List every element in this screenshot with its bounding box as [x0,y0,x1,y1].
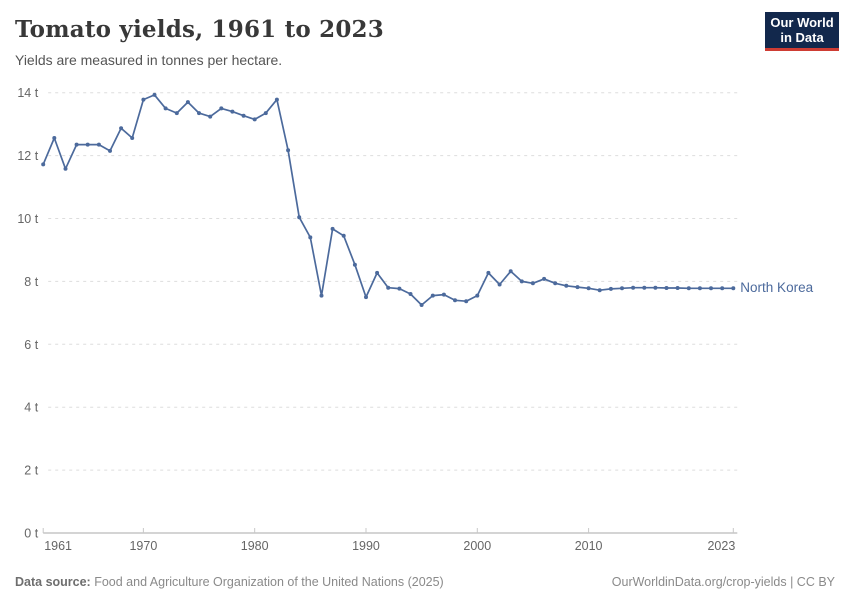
owid-logo-line1: Our World [770,15,834,30]
chart-title: Tomato yields, 1961 to 2023 [15,16,384,43]
data-point[interactable] [152,92,157,97]
y-axis-tick-label: 6 t [24,338,38,352]
data-source-text: Food and Agriculture Organization of the… [90,575,444,589]
data-point[interactable] [664,286,669,290]
data-point[interactable] [375,270,380,275]
data-point[interactable] [163,106,168,111]
data-point[interactable] [63,166,68,171]
data-point[interactable] [653,285,658,290]
data-point[interactable] [530,281,535,286]
y-axis-tick-label: 4 t [24,401,38,415]
data-point[interactable] [96,142,101,147]
data-point[interactable] [508,269,513,274]
data-point[interactable] [675,286,680,290]
data-source-note: Data source: Food and Agriculture Organi… [15,575,444,589]
x-axis-tick-label: 2000 [463,539,491,553]
x-axis-tick-label: 1980 [241,539,269,553]
data-point[interactable] [241,113,246,118]
x-axis-tick-label: 1990 [352,539,380,553]
data-point[interactable] [297,215,302,220]
data-point[interactable] [41,162,46,167]
data-point[interactable] [52,136,57,140]
license-note[interactable]: OurWorldinData.org/crop-yields | CC BY [611,575,835,589]
owid-logo-line2: in Data [780,30,824,45]
data-point[interactable] [497,282,502,287]
data-point[interactable] [308,235,313,240]
data-point[interactable] [341,233,346,238]
data-line[interactable] [42,94,735,306]
data-point[interactable] [185,100,190,105]
data-point[interactable] [620,286,624,291]
data-point[interactable] [174,111,179,116]
y-axis-tick-label: 2 t [24,464,38,478]
data-point[interactable] [208,114,213,119]
data-point[interactable] [219,106,224,111]
chart-plot-area[interactable]: 0 t 2 t 4 t 6 t 8 t 10 t 12 t 14 t 1961 1970 1980 1… [0,78,850,560]
data-point[interactable] [697,286,702,291]
data-point[interactable] [608,286,613,291]
data-point[interactable] [542,276,547,281]
data-point[interactable] [686,286,691,291]
data-point[interactable] [230,109,235,114]
x-axis-tick-label: 1970 [129,539,157,553]
data-point[interactable] [364,295,368,300]
data-point[interactable] [85,142,90,147]
data-point[interactable] [631,285,636,290]
data-point[interactable] [263,111,268,116]
data-point[interactable] [486,270,491,275]
data-point[interactable] [130,136,135,140]
data-point[interactable] [141,97,146,102]
data-point[interactable] [464,299,469,304]
data-point[interactable] [330,226,335,231]
data-point[interactable] [564,283,569,288]
data-point[interactable] [197,111,201,116]
data-point[interactable] [519,279,524,284]
data-point[interactable] [352,262,357,267]
y-axis-tick-label: 10 t [17,212,38,226]
data-point[interactable] [575,285,580,290]
y-axis-tick-label: 8 t [24,275,38,289]
x-axis-tick-label: 2023 [707,539,735,553]
data-point[interactable] [642,285,647,290]
data-point[interactable] [408,292,413,296]
data-point[interactable] [274,97,279,102]
y-axis-tick-label: 12 t [17,149,38,163]
data-point[interactable] [709,286,713,291]
data-point[interactable] [386,285,391,290]
data-point[interactable] [119,126,124,131]
data-point[interactable] [74,142,79,147]
x-axis-tick-label: 1961 [44,539,72,553]
data-point[interactable] [397,286,402,291]
data-source-label: Data source: [15,575,91,589]
data-point[interactable] [430,293,435,298]
data-point[interactable] [286,148,291,153]
chart-subtitle: Yields are measured in tonnes per hectar… [15,52,283,68]
line-chart[interactable]: 0 t 2 t 4 t 6 t 8 t 10 t 12 t 14 t 1961 1970 1980 1… [0,78,850,560]
data-point[interactable] [731,286,736,291]
data-point[interactable] [475,293,480,298]
data-point[interactable] [252,117,257,122]
data-point[interactable] [453,298,457,303]
data-point[interactable] [441,292,446,297]
data-point[interactable] [720,286,725,291]
data-point[interactable] [108,148,112,153]
data-point[interactable] [597,288,602,293]
series-label-north-korea[interactable]: North Korea [740,280,814,296]
data-point[interactable] [553,281,558,286]
y-axis-tick-label: 0 t [24,527,38,541]
x-axis-tick-label: 2010 [575,539,603,553]
y-axis-tick-label: 14 t [17,86,38,100]
data-point[interactable] [319,293,324,298]
owid-logo[interactable]: Our World in Data [765,12,839,51]
chart-footer: Data source: Food and Agriculture Organi… [0,566,850,600]
data-point[interactable] [586,286,591,291]
data-point[interactable] [419,303,424,307]
